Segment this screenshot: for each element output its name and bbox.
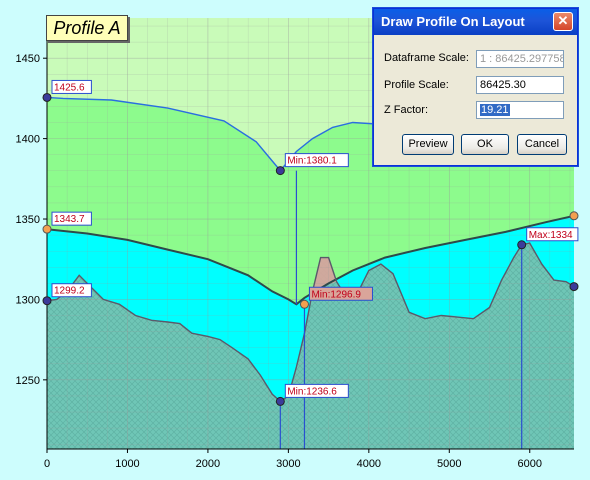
profile-scale-label: Profile Scale: xyxy=(384,79,449,91)
profile-scale-field[interactable]: 86425.30 xyxy=(476,76,564,94)
y-tick-label: 1250 xyxy=(16,375,40,387)
annotation-label: 1343.7 xyxy=(51,211,92,226)
point-marker xyxy=(517,240,527,250)
x-tick-label: 1000 xyxy=(115,458,139,470)
dialog-title: Draw Profile On Layout xyxy=(381,14,525,29)
dataframe-scale-label: Dataframe Scale: xyxy=(384,52,469,64)
annotation-text: Min:1236.6 xyxy=(287,386,337,397)
ridge-fill xyxy=(308,257,341,292)
y-tick-label: 1350 xyxy=(16,214,40,226)
dataframe-scale-field: 1 : 86425.297758 xyxy=(476,50,564,68)
z-factor-label: Z Factor: xyxy=(384,104,429,116)
annotation-text: Min:1380.1 xyxy=(287,156,337,167)
annotation-box xyxy=(284,153,349,168)
profile-line-2 xyxy=(47,214,574,306)
point-marker xyxy=(42,92,52,102)
y-tick-label: 1450 xyxy=(16,53,40,65)
marker-layer: 1425.6 Min:1380.1 1343.7 1299.2 Min:1296.9 Mi… xyxy=(42,79,579,406)
annotation-text: 1343.7 xyxy=(54,214,85,225)
profile-line-layer xyxy=(47,96,574,449)
annotation-text: Max:1334 xyxy=(529,230,573,241)
x-tick-label: 4000 xyxy=(357,458,381,470)
point-marker xyxy=(569,282,579,292)
draw-profile-dialog[interactable]: Draw Profile On Layout ✕ Dataframe Scale… xyxy=(373,8,578,166)
x-tick-label: 0 xyxy=(44,458,50,470)
annotation-box xyxy=(284,383,349,398)
annotation-text: 1299.2 xyxy=(54,286,85,297)
y-tick-label: 1300 xyxy=(16,294,40,306)
annotation-box xyxy=(308,286,373,301)
x-tick-label: 3000 xyxy=(276,458,300,470)
point-marker xyxy=(275,396,285,406)
x-tick-label: 5000 xyxy=(437,458,461,470)
annotation-box xyxy=(51,211,92,226)
annotation-box xyxy=(51,79,92,94)
y-tick-label: 1400 xyxy=(16,134,40,146)
axes-layer: 0 1000 2000 3000 4000 5000 6000 1250 1300 1350 140… xyxy=(16,18,574,470)
point-marker xyxy=(569,211,579,221)
annotation-label: Min:1296.9 xyxy=(308,286,373,301)
z-factor-value: 19.21 xyxy=(480,104,510,116)
annotation-label: 1425.6 xyxy=(51,79,92,94)
annotation-label: Min:1380.1 xyxy=(284,153,349,168)
point-marker xyxy=(42,224,52,234)
x-tick-label: 6000 xyxy=(518,458,542,470)
profile-title: Profile A xyxy=(46,15,128,41)
point-marker xyxy=(299,299,309,309)
point-marker xyxy=(42,296,52,306)
profile-line-3 xyxy=(47,242,574,403)
bottom-layer-fill xyxy=(47,243,574,449)
ok-button[interactable]: OK xyxy=(461,134,509,155)
annotation-text: Min:1296.9 xyxy=(311,289,361,300)
cancel-button[interactable]: Cancel xyxy=(517,134,567,155)
annotation-text: 1425.6 xyxy=(54,82,85,93)
close-icon[interactable]: ✕ xyxy=(553,12,573,31)
dialog-titlebar[interactable]: Draw Profile On Layout ✕ xyxy=(374,9,577,35)
point-marker xyxy=(275,166,285,176)
annotation-box xyxy=(51,283,92,298)
annotation-label: Max:1334 xyxy=(526,227,579,242)
annotation-label: Min:1236.6 xyxy=(284,383,349,398)
z-factor-field[interactable]: 19.21 xyxy=(476,101,564,119)
annotation-box xyxy=(526,227,579,242)
annotation-label: 1299.2 xyxy=(51,283,92,298)
x-tick-label: 2000 xyxy=(196,458,220,470)
preview-button[interactable]: Preview xyxy=(402,134,454,155)
